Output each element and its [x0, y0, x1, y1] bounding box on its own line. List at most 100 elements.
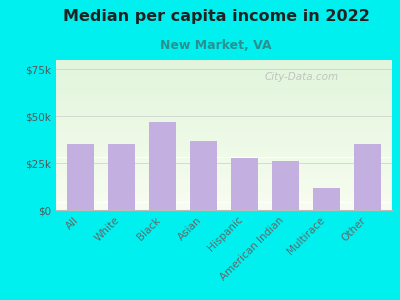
Text: City-Data.com: City-Data.com — [264, 72, 338, 82]
Bar — [56, 207, 392, 208]
Bar — [56, 144, 392, 145]
Bar — [56, 185, 392, 186]
Bar — [56, 167, 392, 168]
Bar — [56, 88, 392, 89]
Bar — [56, 130, 392, 131]
Bar — [56, 105, 392, 106]
Bar — [56, 171, 392, 172]
Bar — [56, 191, 392, 192]
Bar — [56, 69, 392, 70]
Bar — [56, 173, 392, 174]
Bar — [56, 66, 392, 67]
Bar — [56, 131, 392, 132]
Bar — [56, 179, 392, 180]
Bar — [56, 160, 392, 161]
Bar — [56, 107, 392, 108]
Bar — [56, 166, 392, 167]
Bar — [272, 161, 299, 210]
Bar — [56, 83, 392, 84]
Bar — [56, 64, 392, 65]
Bar — [231, 158, 258, 210]
Bar — [56, 132, 392, 133]
Bar — [56, 148, 392, 149]
Bar — [56, 198, 392, 199]
Bar — [56, 159, 392, 160]
Bar — [56, 87, 392, 88]
Bar — [149, 122, 176, 210]
Bar — [56, 196, 392, 197]
Bar — [313, 188, 340, 210]
Bar — [56, 142, 392, 143]
Bar — [56, 180, 392, 181]
Bar — [56, 163, 392, 164]
Bar — [56, 84, 392, 85]
Bar — [56, 63, 392, 64]
Bar — [56, 133, 392, 134]
Bar — [56, 124, 392, 125]
Bar — [56, 182, 392, 183]
Bar — [56, 93, 392, 94]
Bar — [56, 118, 392, 119]
Bar — [56, 172, 392, 173]
Bar — [56, 109, 392, 110]
Bar — [56, 115, 392, 116]
Bar — [56, 208, 392, 209]
Bar — [56, 106, 392, 107]
Bar — [56, 136, 392, 137]
Bar — [56, 95, 392, 96]
Bar — [56, 90, 392, 91]
Bar — [56, 74, 392, 75]
Bar — [56, 79, 392, 80]
Bar — [56, 197, 392, 198]
Bar — [56, 111, 392, 112]
Bar — [56, 85, 392, 86]
Bar — [56, 187, 392, 188]
Bar — [56, 154, 392, 155]
Bar — [56, 70, 392, 71]
Bar — [56, 98, 392, 99]
Bar — [56, 193, 392, 194]
Bar — [56, 176, 392, 177]
Bar — [56, 203, 392, 204]
Bar — [56, 94, 392, 95]
Bar — [56, 202, 392, 203]
Bar — [56, 170, 392, 171]
Bar — [56, 112, 392, 113]
Bar — [56, 120, 392, 121]
Bar — [56, 146, 392, 147]
Bar — [56, 77, 392, 78]
Bar — [56, 152, 392, 153]
Bar — [56, 204, 392, 205]
Bar — [56, 100, 392, 101]
Text: Median per capita income in 2022: Median per capita income in 2022 — [62, 9, 370, 24]
Bar — [56, 122, 392, 123]
Bar — [56, 129, 392, 130]
Bar — [56, 195, 392, 196]
Bar — [56, 164, 392, 165]
Bar — [56, 117, 392, 118]
Bar — [56, 97, 392, 98]
Bar — [56, 158, 392, 159]
Bar — [56, 150, 392, 151]
Bar — [56, 102, 392, 103]
Bar — [56, 138, 392, 139]
Bar — [56, 121, 392, 122]
Bar — [56, 60, 392, 61]
Bar — [56, 96, 392, 97]
Bar — [56, 116, 392, 117]
Bar — [56, 162, 392, 163]
Bar — [56, 165, 392, 166]
Bar — [56, 174, 392, 175]
Bar — [56, 156, 392, 157]
Bar — [56, 177, 392, 178]
Bar — [56, 168, 392, 169]
Bar — [56, 110, 392, 111]
Bar — [56, 89, 392, 90]
Bar — [56, 82, 392, 83]
Bar — [56, 188, 392, 189]
Bar — [108, 144, 135, 210]
Bar — [56, 68, 392, 69]
Bar — [56, 160, 392, 161]
Bar — [56, 103, 392, 104]
Bar — [56, 161, 392, 162]
